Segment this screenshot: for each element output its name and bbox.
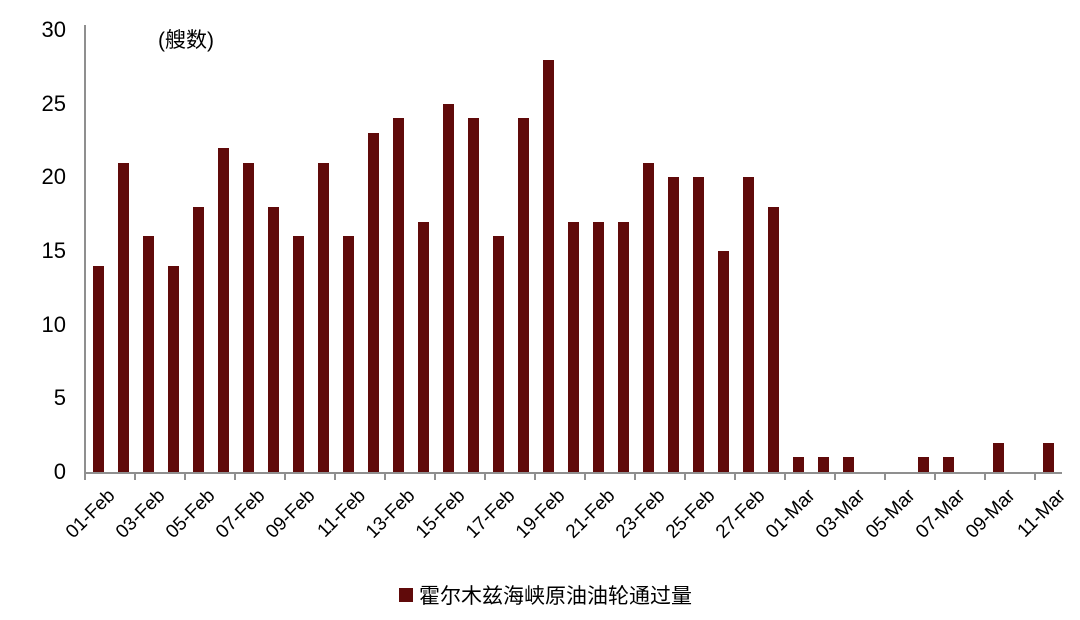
bar xyxy=(568,221,579,472)
x-tick-mark xyxy=(784,473,786,480)
bar xyxy=(268,206,279,472)
bar xyxy=(1043,442,1054,472)
bar xyxy=(93,265,104,472)
bar xyxy=(943,457,954,472)
x-tick-mark xyxy=(684,473,686,480)
x-tick-mark xyxy=(134,473,136,480)
x-tick-mark xyxy=(284,473,286,480)
bar xyxy=(318,162,329,472)
x-tick-mark xyxy=(584,473,586,480)
x-tick-label: 11-Mar xyxy=(1013,485,1070,542)
x-tick-mark xyxy=(834,473,836,480)
x-tick-label: 09-Mar xyxy=(962,485,1020,543)
x-tick-mark xyxy=(334,473,336,480)
x-tick-label: 27-Feb xyxy=(712,485,770,543)
x-tick-label: 09-Feb xyxy=(262,485,320,543)
x-tick-label: 19-Feb xyxy=(512,485,570,543)
x-tick-label: 17-Feb xyxy=(462,485,520,543)
x-tick-mark xyxy=(534,473,536,480)
legend-label: 霍尔木兹海峡原油油轮通过量 xyxy=(419,585,692,608)
x-axis-line xyxy=(84,472,1062,474)
legend: 霍尔木兹海峡原油油轮通过量 xyxy=(399,580,692,610)
bar xyxy=(668,177,679,472)
x-tick-label: 07-Mar xyxy=(912,485,970,543)
x-tick-label: 13-Feb xyxy=(362,485,420,543)
x-tick-label: 03-Feb xyxy=(112,485,170,543)
bar xyxy=(368,133,379,472)
bar xyxy=(343,236,354,472)
bar xyxy=(168,265,179,472)
bar xyxy=(493,236,504,472)
x-tick-mark xyxy=(634,473,636,480)
bar xyxy=(443,103,454,472)
bar xyxy=(743,177,754,472)
bar xyxy=(818,457,829,472)
y-tick-label: 25 xyxy=(41,90,66,116)
x-tick-label: 01-Mar xyxy=(762,485,820,543)
x-tick-label: 07-Feb xyxy=(212,485,270,543)
x-tick-mark xyxy=(884,473,886,480)
bar xyxy=(618,221,629,472)
y-tick-label: 5 xyxy=(53,385,66,411)
bar xyxy=(118,162,129,472)
y-tick-label: 30 xyxy=(41,17,66,43)
bar xyxy=(143,236,154,472)
bar xyxy=(393,118,404,472)
x-tick-label: 15-Feb xyxy=(412,485,470,543)
bar xyxy=(993,442,1004,472)
bar xyxy=(543,59,554,472)
x-tick-mark xyxy=(234,473,236,480)
bar xyxy=(218,147,229,472)
x-tick-label: 01-Feb xyxy=(62,485,120,543)
x-tick-label: 03-Mar xyxy=(812,485,870,543)
bar xyxy=(193,206,204,472)
x-tick-mark xyxy=(384,473,386,480)
bar xyxy=(843,457,854,472)
bar xyxy=(243,162,254,472)
bar xyxy=(643,162,654,472)
x-tick-label: 05-Feb xyxy=(162,485,220,543)
x-tick-label: 05-Mar xyxy=(862,485,920,543)
x-tick-label: 23-Feb xyxy=(612,485,670,543)
x-tick-mark xyxy=(734,473,736,480)
bar xyxy=(293,236,304,472)
y-tick-label: 0 xyxy=(53,459,66,484)
y-axis-unit-label: (艘数) xyxy=(158,29,214,52)
y-tick-label: 10 xyxy=(41,311,66,337)
bar xyxy=(793,457,804,472)
x-tick-mark xyxy=(484,473,486,480)
x-tick-label: 11-Feb xyxy=(313,485,370,542)
x-tick-mark xyxy=(434,473,436,480)
bar xyxy=(693,177,704,472)
bar xyxy=(418,221,429,472)
bar xyxy=(593,221,604,472)
y-tick-label: 15 xyxy=(41,238,66,264)
legend-marker-icon xyxy=(399,588,413,602)
y-axis-line xyxy=(84,25,86,474)
y-tick-label: 20 xyxy=(41,164,66,190)
x-tick-mark xyxy=(984,473,986,480)
x-tick-label: 25-Feb xyxy=(662,485,720,543)
x-tick-mark xyxy=(84,473,86,480)
bar xyxy=(518,118,529,472)
bar xyxy=(918,457,929,472)
x-tick-mark xyxy=(184,473,186,480)
bar xyxy=(768,206,779,472)
x-tick-mark xyxy=(1034,473,1036,480)
bar xyxy=(718,251,729,472)
x-tick-mark xyxy=(934,473,936,480)
x-tick-label: 21-Feb xyxy=(562,485,620,543)
bar xyxy=(468,118,479,472)
